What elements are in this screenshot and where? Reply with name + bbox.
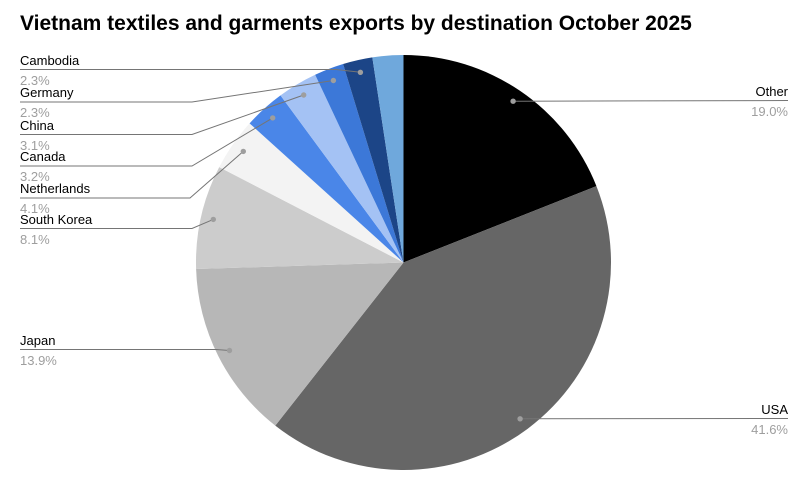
slice-percent-canada: 3.2% [20, 169, 50, 184]
chart-title: Vietnam textiles and garments exports by… [20, 12, 692, 35]
slice-percent-netherlands: 4.1% [20, 201, 50, 216]
label-block-germany: Germany 2.3% [20, 86, 73, 120]
pie-slice-unlabeled[interactable] [372, 54, 404, 263]
pie-slice-germany[interactable] [315, 63, 404, 263]
leader-dot-canada [270, 115, 276, 121]
slice-label-japan: Japan [20, 332, 56, 348]
leader-dot-netherlands [240, 148, 246, 155]
slice-label-canada: Canada [20, 149, 66, 164]
label-block-japan: Japan 13.9% [20, 332, 57, 368]
leader-line-japan [20, 349, 230, 351]
slice-percent-other: 19.0% [751, 103, 788, 119]
slice-percent-china: 3.1% [20, 137, 50, 153]
leader-dot-usa [517, 416, 523, 422]
slice-label-south-korea: South Korea [20, 211, 93, 227]
leader-line-china [20, 94, 304, 135]
slice-label-netherlands: Netherlands [20, 181, 91, 196]
slice-percent-japan: 13.9% [20, 352, 57, 368]
slice-label-germany: Germany [20, 85, 74, 100]
pie-slice-other[interactable] [403, 55, 597, 263]
slice-percent-cambodia: 2.3% [20, 72, 50, 88]
slice-label-usa: USA [761, 401, 788, 417]
leader-dot-china [301, 92, 307, 98]
label-block-china: China 3.1% [20, 117, 54, 153]
pie-slice-canada[interactable] [249, 95, 404, 263]
label-block-other: Other 19.0% [751, 83, 788, 119]
slice-percent-germany: 2.3% [20, 105, 50, 120]
leader-line-netherlands [20, 151, 244, 199]
slice-label-cambodia: Cambodia [20, 52, 80, 68]
pie-slice-cambodia[interactable] [343, 57, 404, 263]
pie-slice-south-korea[interactable] [195, 167, 404, 270]
pie-slice-netherlands[interactable] [219, 123, 404, 263]
leader-line-canada [20, 117, 273, 167]
leader-dot-other [510, 98, 516, 104]
leader-line-cambodia [20, 69, 361, 73]
leader-dot-japan [226, 347, 233, 354]
pie-slice-china[interactable] [280, 74, 404, 263]
label-block-canada: Canada 3.2% [20, 150, 66, 184]
pie-slice-usa[interactable] [275, 186, 612, 471]
leader-line-south-korea [20, 218, 214, 229]
slice-label-china: China [20, 117, 54, 133]
slice-label-other: Other [755, 83, 788, 99]
slice-percent-usa: 41.6% [751, 421, 788, 437]
leader-dot-cambodia [357, 69, 364, 76]
leader-line-germany [20, 80, 334, 103]
label-block-netherlands: Netherlands 4.1% [20, 182, 90, 216]
leader-line-other [513, 100, 789, 102]
label-block-usa: USA 41.6% [751, 401, 788, 437]
label-block-south-korea: South Korea 8.1% [20, 211, 93, 247]
leader-dot-germany [330, 77, 337, 84]
pie-slice-japan[interactable] [196, 262, 404, 426]
slice-percent-south-korea: 8.1% [20, 231, 50, 247]
label-block-cambodia: Cambodia 2.3% [20, 52, 80, 88]
leader-dot-south-korea [210, 216, 216, 223]
